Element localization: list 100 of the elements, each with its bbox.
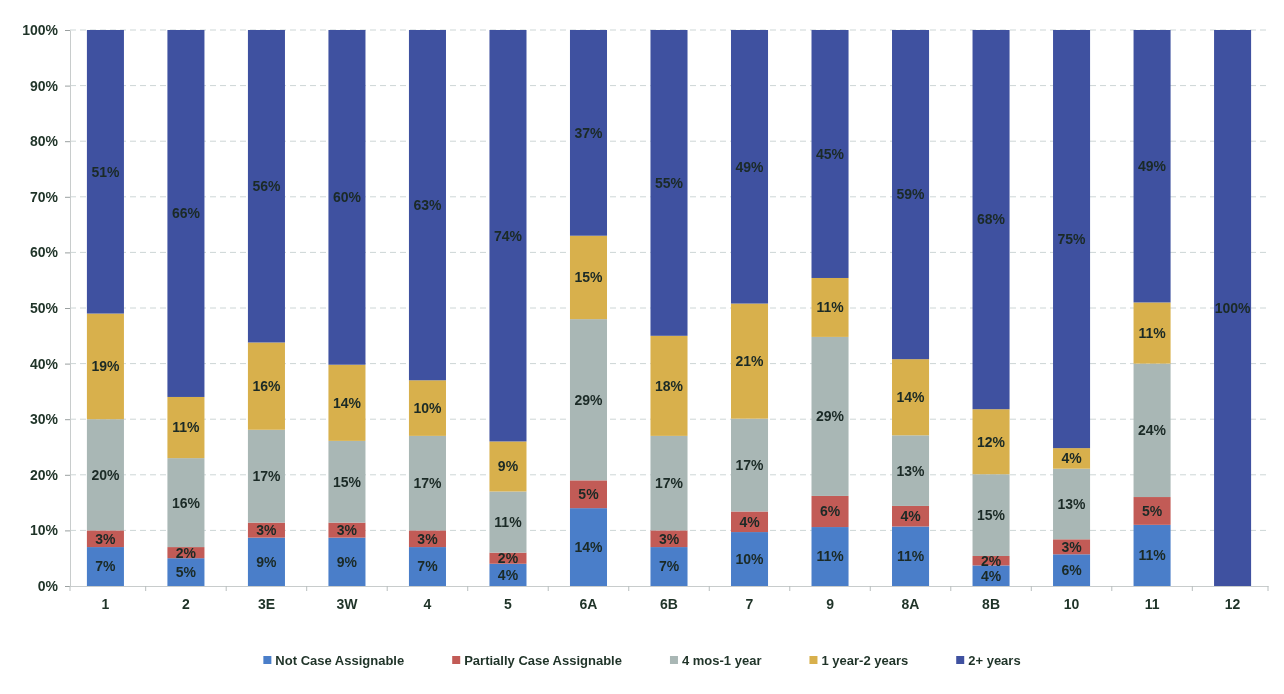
data-label: 5% [578, 486, 600, 503]
data-label: 11% [816, 548, 845, 565]
bar [86, 30, 124, 314]
y-tick-label: 30% [29, 411, 59, 428]
legend-label: 4 mos-1 year [681, 652, 762, 668]
bar [650, 547, 688, 586]
data-label: 4% [497, 566, 519, 583]
bar [247, 429, 285, 523]
legend-label: Partially Case Assignable [464, 652, 622, 668]
data-label: 74% [493, 227, 523, 244]
x-tick-label: 9 [826, 595, 835, 612]
data-label: 11% [1138, 324, 1167, 341]
bar [972, 474, 1010, 556]
data-label: 49% [735, 158, 765, 175]
data-label: 17% [654, 475, 684, 492]
bar [328, 537, 366, 586]
bar [650, 435, 688, 531]
x-tick-label: 8A [901, 595, 920, 612]
bar [650, 335, 688, 436]
data-label: 24% [1138, 422, 1167, 439]
data-label: 3% [95, 530, 117, 547]
legend-label: 2+ years [968, 652, 1021, 668]
x-tick-label: 4 [423, 595, 432, 612]
data-label: 2% [980, 552, 1002, 569]
bar [247, 342, 285, 430]
bar [167, 458, 205, 548]
bar [489, 441, 527, 492]
y-tick-label: 60% [29, 244, 59, 261]
x-tick-label: 2 [182, 595, 191, 612]
x-tick-label: 12 [1224, 595, 1241, 612]
data-label: 51% [91, 163, 120, 180]
data-label: 18% [654, 377, 684, 394]
data-label: 10% [413, 399, 443, 416]
bar [569, 319, 608, 481]
data-label: 100% [1214, 299, 1252, 316]
bar [892, 435, 930, 506]
data-label: 17% [252, 468, 281, 485]
x-tick-label: 8B [982, 595, 1000, 612]
data-label: 11% [816, 299, 845, 316]
x-tick-label: 7 [745, 595, 754, 612]
bar [1133, 363, 1171, 498]
data-label: 21% [735, 353, 765, 369]
y-tick-label: 20% [29, 466, 59, 483]
y-tick-label: 10% [29, 522, 59, 539]
data-label: 59% [896, 186, 926, 203]
bar [408, 30, 446, 381]
data-label: 29% [816, 408, 845, 425]
data-label: 5% [1141, 502, 1163, 519]
bar [892, 359, 930, 436]
data-label: 75% [1057, 230, 1087, 247]
data-label: 55% [654, 174, 684, 191]
data-label: 4% [980, 567, 1002, 584]
bar [892, 526, 930, 586]
data-label: 68% [977, 211, 1006, 228]
bar [569, 508, 608, 586]
data-label: 3% [1061, 538, 1083, 555]
bar [328, 364, 366, 441]
data-label: 7% [95, 558, 117, 575]
data-label: 11% [1138, 547, 1167, 564]
data-label: 4% [900, 508, 922, 525]
bar [489, 491, 527, 553]
data-label: 2% [175, 544, 197, 561]
data-label: 10% [735, 550, 765, 567]
bar [1133, 524, 1171, 586]
bar [247, 537, 285, 586]
bar [569, 30, 608, 236]
bar [1053, 468, 1091, 540]
bar [811, 527, 849, 586]
bar [86, 547, 124, 586]
data-label: 9% [497, 458, 519, 475]
bar [1214, 30, 1252, 586]
data-label: 14% [896, 389, 926, 406]
bar [1053, 30, 1091, 449]
y-tick-label: 90% [29, 77, 59, 94]
y-tick-label: 80% [29, 133, 59, 150]
data-label: 3% [658, 530, 680, 547]
x-tick-label: 6B [660, 595, 678, 612]
data-label: 7% [658, 558, 680, 575]
data-label: 5% [175, 564, 197, 580]
data-label: 2% [497, 550, 519, 567]
data-label: 15% [332, 473, 362, 490]
y-tick-label: 50% [29, 299, 59, 316]
data-label: 6% [1061, 562, 1083, 579]
data-label: 56% [252, 178, 281, 195]
bar [972, 30, 1010, 410]
bar [328, 440, 366, 523]
data-label: 66% [171, 205, 201, 222]
data-label: 17% [413, 475, 443, 492]
bar [811, 336, 849, 496]
bar [247, 30, 285, 343]
data-label: 3% [336, 522, 358, 539]
bar [489, 30, 527, 442]
bar [730, 303, 769, 419]
x-tick-label: 3E [257, 595, 276, 612]
data-label: 13% [1057, 495, 1087, 512]
bar [408, 547, 446, 586]
bar [328, 30, 366, 365]
bar [811, 277, 849, 337]
data-label: 3% [417, 530, 439, 547]
data-label: 14% [574, 538, 604, 555]
